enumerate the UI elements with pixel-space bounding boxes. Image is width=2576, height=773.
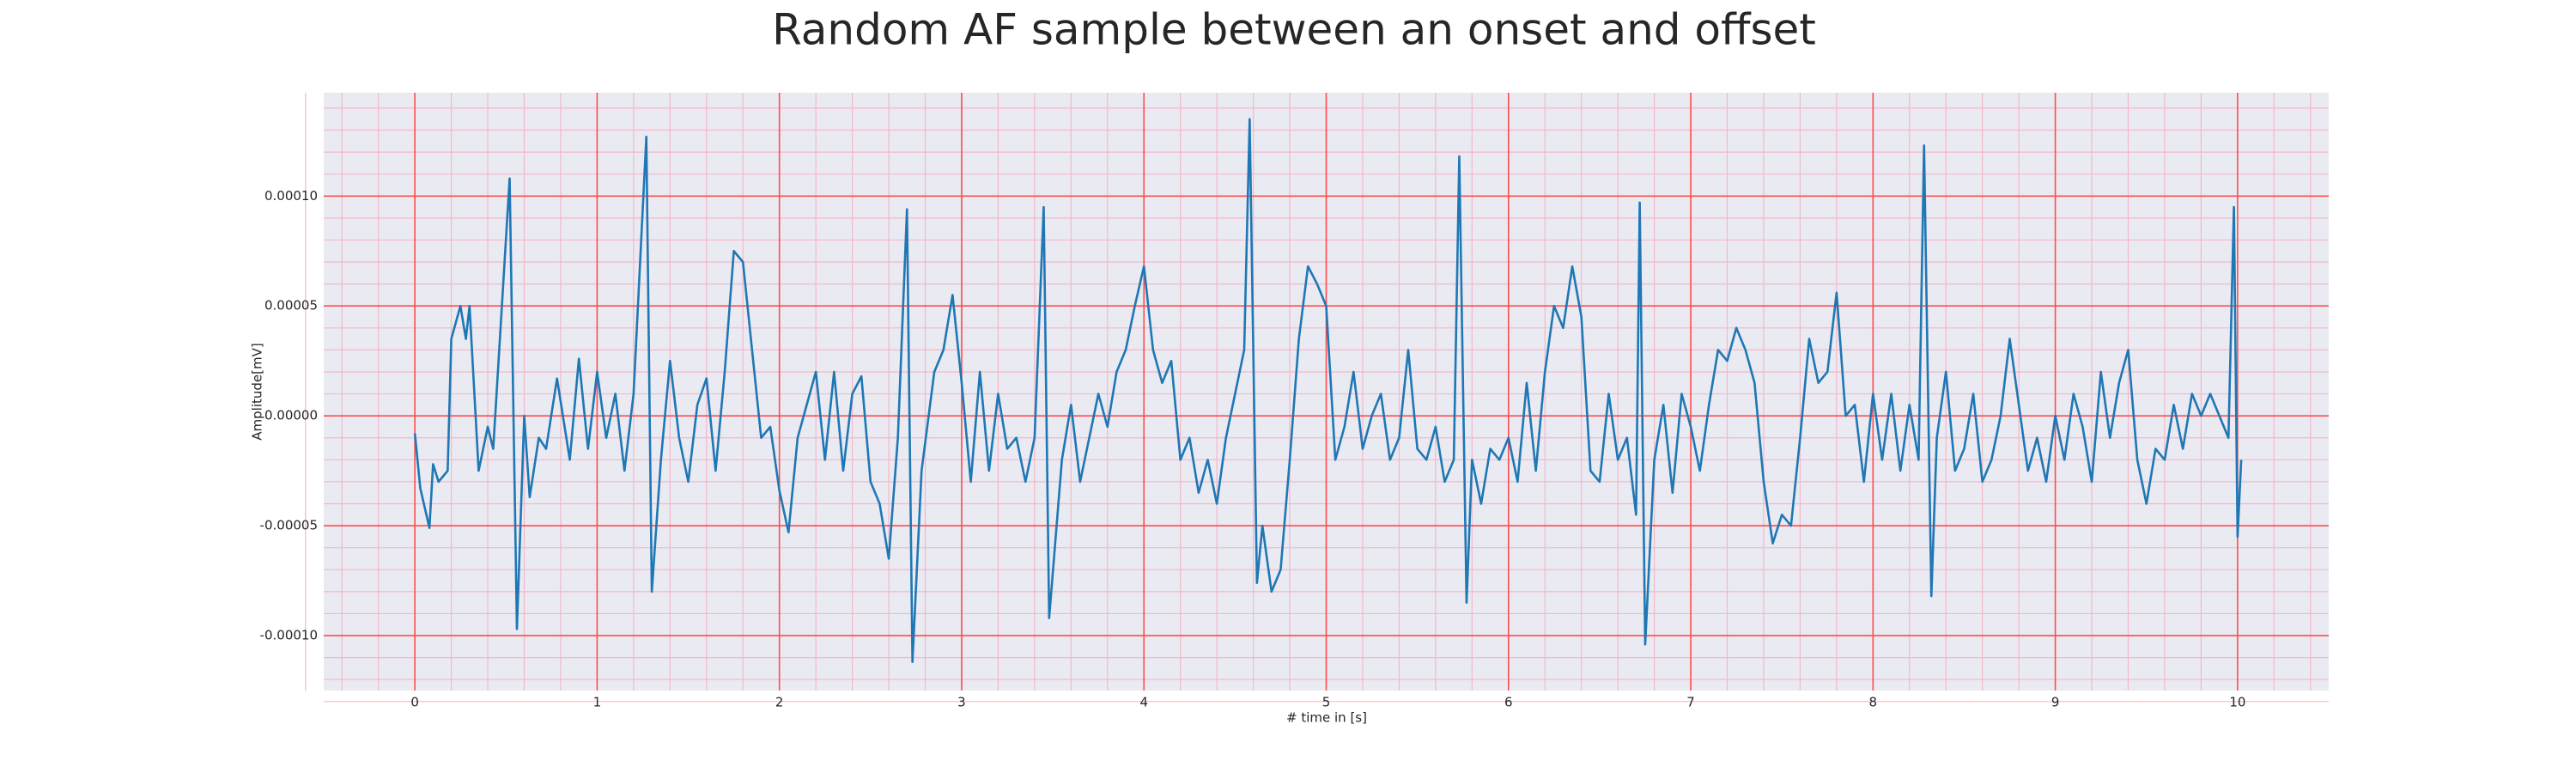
x-tick-label: 5	[1322, 695, 1331, 710]
y-tick-label: 0.00005	[264, 298, 318, 313]
y-tick-label: 0.00000	[264, 408, 318, 423]
y-tick-label: -0.00005	[260, 518, 318, 533]
x-tick-label: 1	[593, 695, 602, 710]
x-tick-label: 10	[2229, 695, 2245, 710]
x-tick-label: 0	[410, 695, 419, 710]
x-tick-label: 3	[957, 695, 966, 710]
x-tick-label: 6	[1504, 695, 1513, 710]
chart-title: Random AF sample between an onset and of…	[772, 5, 1816, 55]
y-tick-label: -0.00010	[260, 628, 318, 643]
x-tick-label: 4	[1139, 695, 1148, 710]
y-axis-label: Amplitude[mV]	[250, 343, 265, 440]
x-tick-label: 2	[775, 695, 784, 710]
signal-line	[413, 118, 2243, 664]
y-tick-label: 0.00010	[264, 188, 318, 204]
x-tick-label: 7	[1686, 695, 1695, 710]
x-tick-label: 8	[1869, 695, 1878, 710]
x-axis-label: # time in [s]	[1286, 710, 1367, 726]
x-tick-label: 9	[2051, 695, 2060, 710]
